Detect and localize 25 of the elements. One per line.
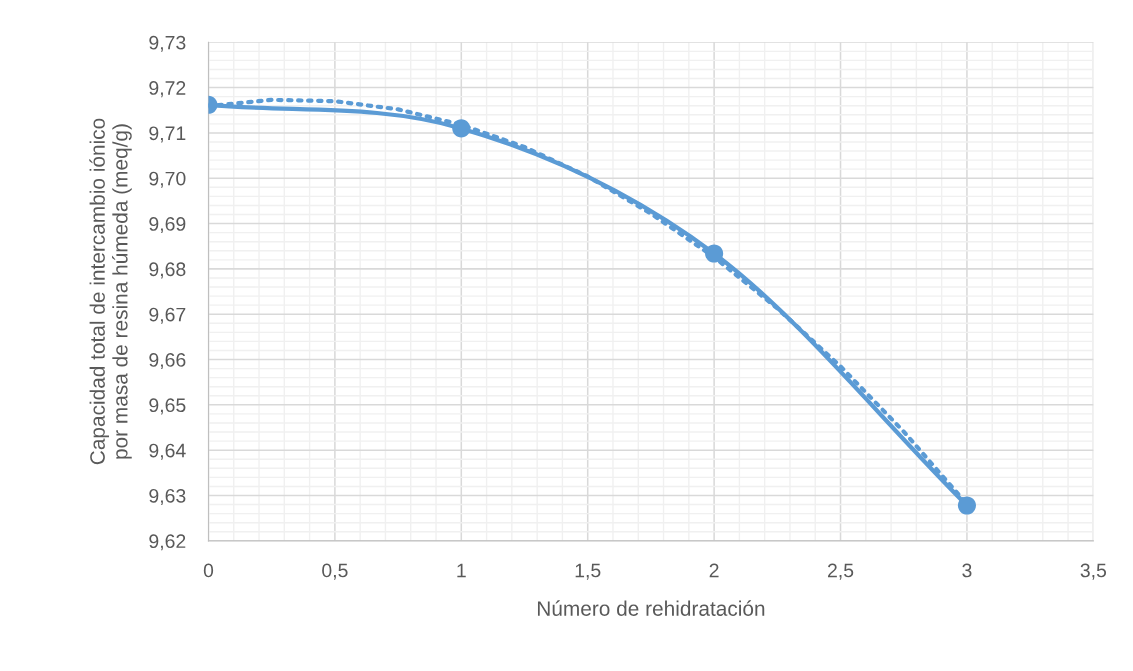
x-tick-label: 1: [457, 563, 466, 578]
y-tick-label: 9,72: [149, 81, 186, 98]
y-tick-label: 9,63: [149, 488, 186, 506]
x-tick-label: 3: [962, 563, 972, 578]
x-tick-label: 2,5: [827, 563, 854, 580]
y-tick-label: 9,69: [149, 217, 186, 234]
y-tick-label: 9,71: [149, 126, 186, 143]
x-tick-label: 1,5: [575, 563, 601, 580]
point: [452, 119, 471, 138]
x-tick-label: 0: [203, 563, 214, 578]
y-tick-label: 9,62: [149, 534, 186, 551]
y-axis-title: Capacidad total de intercambio iónico por masa de resina húmeda (meq/g): [89, 118, 132, 465]
y-tick-label: 9,70: [149, 171, 186, 188]
point: [957, 496, 976, 515]
x-tick-label: 2: [709, 563, 719, 578]
y-tick-label: 9,67: [149, 307, 186, 324]
y-tick-label: 9,65: [149, 398, 186, 415]
y-tick-label: 9,66: [149, 353, 186, 370]
x-tick-label: 3,5: [1080, 563, 1107, 580]
x-tick-label: 0,5: [322, 563, 348, 580]
y-tick-label: 9,64: [149, 443, 186, 460]
x-axis-title: Número de rehidratación: [537, 600, 765, 616]
point: [705, 244, 724, 263]
y-tick-label: 9,68: [149, 262, 186, 279]
y-tick-label: 9,73: [149, 35, 186, 52]
